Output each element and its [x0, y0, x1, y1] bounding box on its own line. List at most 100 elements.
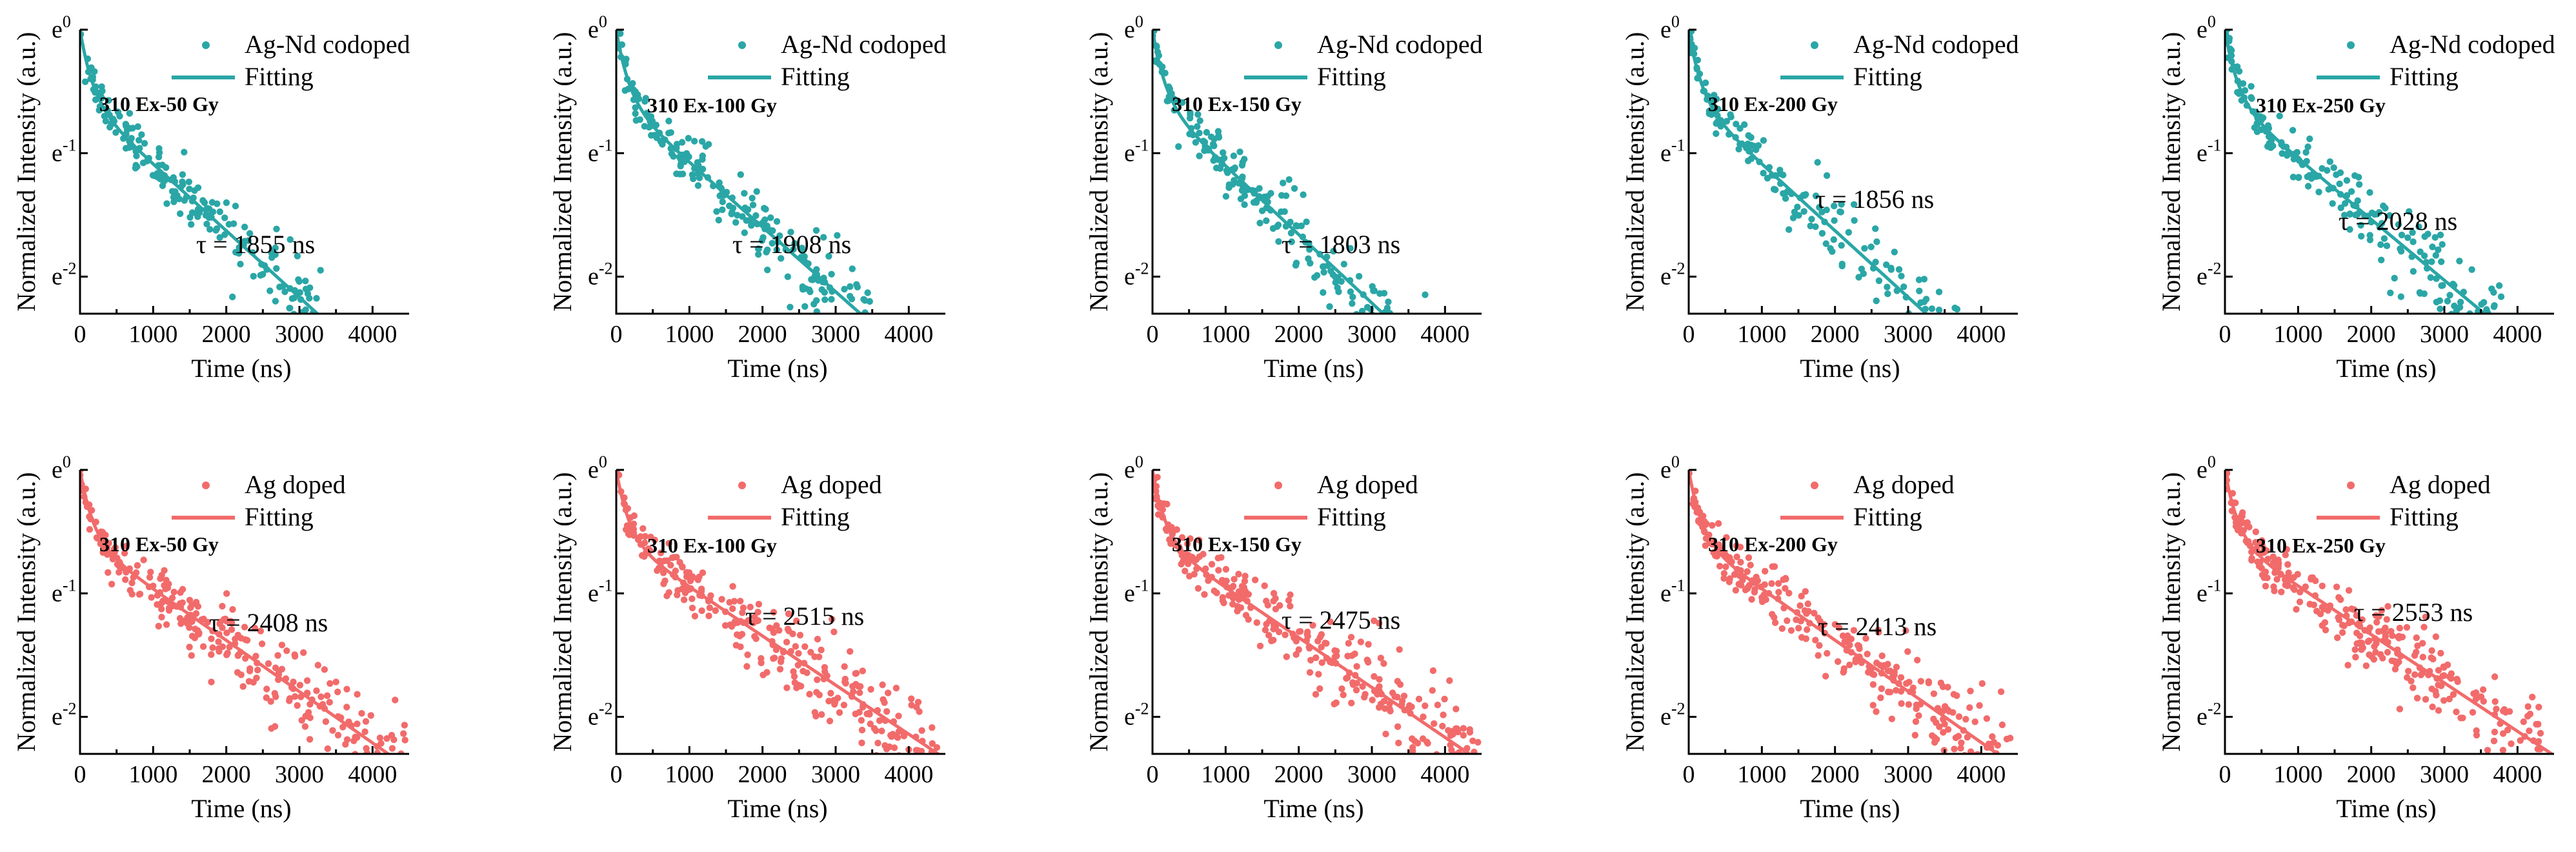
- y-tick-label: e0: [588, 12, 607, 43]
- data-point: [155, 154, 163, 161]
- y-tick-base: e: [1660, 456, 1671, 483]
- data-point: [1998, 721, 2006, 729]
- y-tick-label: e0: [1124, 12, 1143, 43]
- data-point: [1192, 139, 1200, 146]
- data-point: [1333, 699, 1340, 707]
- data-point: [801, 253, 808, 260]
- data-point: [659, 569, 667, 576]
- data-point: [2468, 266, 2475, 273]
- data-point: [1253, 619, 1261, 626]
- data-point: [1920, 276, 1928, 283]
- data-point: [1429, 667, 1437, 674]
- data-point: [737, 598, 744, 605]
- data-point: [1250, 199, 1258, 206]
- data-point: [2358, 232, 2365, 240]
- y-tick-label: e-2: [52, 700, 77, 731]
- data-point: [1949, 709, 1957, 716]
- data-point: [271, 690, 278, 697]
- data-point: [1744, 140, 1751, 148]
- data-point: [105, 569, 112, 576]
- data-point: [1466, 729, 1474, 736]
- y-tick-label: e-2: [1660, 259, 1685, 290]
- data-point: [1878, 685, 1885, 693]
- fit-group: [1152, 30, 1386, 314]
- data-point: [216, 234, 223, 241]
- data-point: [286, 697, 293, 704]
- data-point: [1903, 680, 1910, 687]
- data-point: [1804, 600, 1811, 607]
- data-point: [861, 309, 869, 314]
- data-point: [179, 181, 186, 188]
- x-tick-label: 2000: [738, 321, 787, 348]
- data-point: [204, 618, 211, 626]
- data-point: [2273, 576, 2280, 583]
- data-point: [2276, 112, 2283, 119]
- data-point: [1347, 288, 1354, 296]
- y-tick-base: e: [588, 16, 599, 43]
- data-point: [1887, 266, 1895, 273]
- data-point: [1794, 203, 1801, 210]
- data-point: [1414, 740, 1422, 747]
- data-point: [1371, 673, 1378, 680]
- y-tick-base: e: [52, 580, 63, 607]
- data-point: [219, 603, 226, 610]
- data-point: [1285, 176, 1293, 183]
- data-point: [358, 710, 365, 717]
- data-point: [2398, 231, 2406, 239]
- data-point: [1287, 591, 1294, 598]
- data-point: [170, 194, 177, 201]
- x-tick-label: 3000: [2420, 321, 2469, 348]
- condition-annotation: 310 Ex-150 Gy: [1172, 92, 1302, 116]
- data-point: [2432, 633, 2440, 640]
- x-tick-label: 0: [1147, 761, 1159, 788]
- data-point: [192, 598, 200, 606]
- data-point: [362, 718, 370, 725]
- data-point: [1884, 283, 1891, 290]
- y-tick-base: e: [588, 139, 599, 167]
- y-tick-exponent: -2: [599, 700, 613, 718]
- data-point: [881, 699, 888, 706]
- x-tick-label: 3000: [1347, 761, 1396, 788]
- data-point: [185, 178, 192, 185]
- data-point: [1288, 238, 1295, 245]
- data-point: [1786, 589, 1793, 597]
- data-point: [2309, 574, 2317, 582]
- data-point: [1187, 111, 1194, 118]
- data-point: [1891, 249, 1898, 256]
- data-point: [2427, 274, 2434, 281]
- data-point: [317, 693, 325, 700]
- data-point: [81, 78, 89, 85]
- data-point: [1422, 702, 1429, 709]
- data-point: [2282, 582, 2289, 589]
- fitting-curve: [616, 470, 941, 754]
- x-axis-title: Time (ns): [1263, 794, 1363, 823]
- data-point: [296, 682, 304, 689]
- data-point: [1455, 749, 1463, 754]
- data-point: [2433, 298, 2440, 306]
- data-point: [1182, 567, 1189, 574]
- condition-annotation: 310 Ex-250 Gy: [2256, 94, 2386, 117]
- x-tick-label: 3000: [275, 321, 324, 348]
- condition-annotation: 310 Ex-250 Gy: [2256, 534, 2386, 557]
- y-tick-label: e-1: [1660, 136, 1685, 167]
- data-point: [188, 209, 196, 216]
- data-point: [2411, 652, 2419, 659]
- data-point: [1225, 181, 1233, 188]
- data-point: [2526, 727, 2533, 735]
- data-point: [2295, 174, 2302, 181]
- data-point: [1340, 691, 1347, 698]
- data-point: [2451, 302, 2458, 310]
- x-tick-label: 3000: [811, 761, 860, 788]
- data-point: [1775, 580, 1782, 587]
- fit-group: [1152, 470, 1473, 754]
- legend-label-fitting: Fitting: [1317, 502, 1386, 531]
- data-point: [1272, 624, 1280, 631]
- data-point: [2413, 695, 2421, 702]
- data-point: [1231, 576, 1238, 583]
- data-point: [203, 220, 210, 228]
- data-points: [616, 470, 941, 754]
- y-axis-title: Normalized Intensity (a.u.): [1084, 472, 1113, 751]
- data-point: [1203, 128, 1211, 136]
